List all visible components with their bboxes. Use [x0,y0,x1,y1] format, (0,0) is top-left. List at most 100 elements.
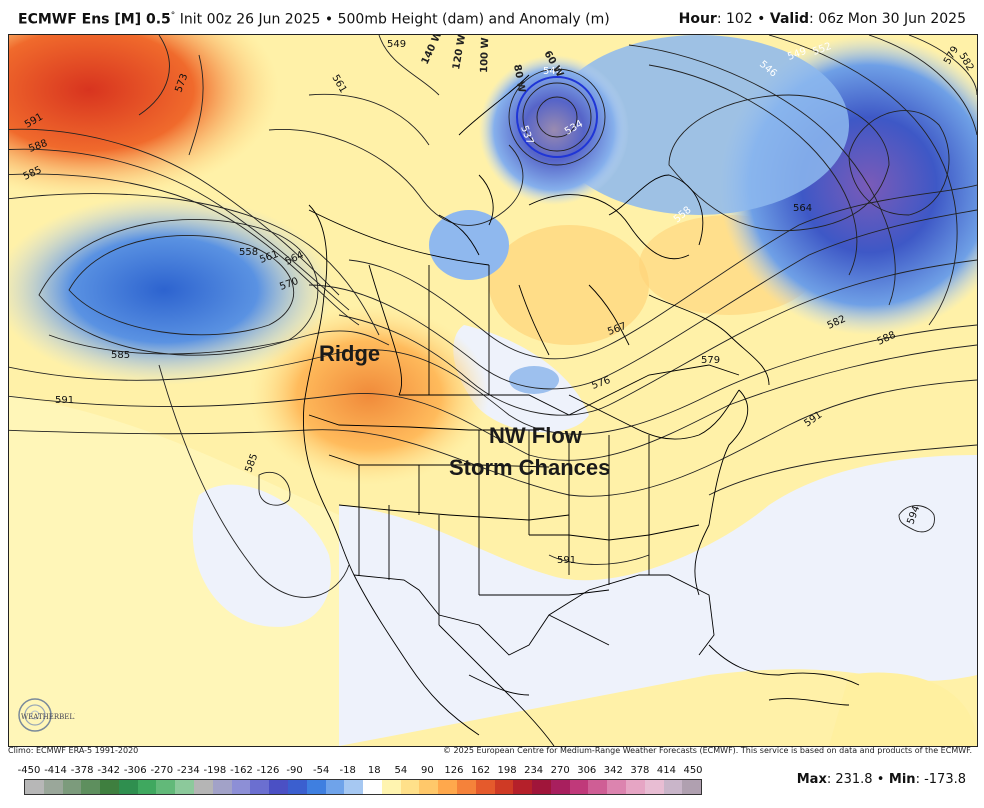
colorbar-swatch [456,780,476,794]
colorbar-swatch [306,780,326,794]
colorbar-labels: -450 -414 -378 -342 -306 -270 -234 -198 -162 -126… [17,765,707,777]
logo-text: WEATHERBELL [21,713,75,721]
colorbar [24,779,702,795]
colorbar-tick-label: 378 [630,765,650,776]
colorbar-tick-label: 270 [550,765,570,776]
hour-value: : 102 [716,11,753,27]
valid-label: Valid [769,11,810,27]
valid-value: : 06z Mon 30 Jun 2025 [809,11,966,27]
colorbar-swatch [419,780,439,794]
colorbar-tick-label: 90 [421,765,434,776]
colorbar-swatch [287,780,307,794]
colorbar-swatch [682,780,702,794]
colorbar-swatch [400,780,420,794]
max-label: Max [796,772,827,787]
map-svg: 549 540 534 537 546 549 552 582 579 573 … [9,35,977,746]
colorbar-tick-label: -54 [312,765,330,776]
colorbar-swatch [231,780,251,794]
model-name: ECMWF Ens [M] 0.5 [18,11,171,28]
map-panel: 549 540 534 537 546 549 552 582 579 573 … [8,34,978,747]
nw-flow-annotation: NW Flow [489,423,582,448]
max-min-readout: Max: 231.8 • Min: -173.8 [797,772,966,787]
colorbar-swatch [588,780,608,794]
colorbar-swatch [25,780,44,794]
colorbar-swatch [550,780,570,794]
contour-label: 558 [239,247,258,258]
colorbar-swatch [43,780,63,794]
colorbar-swatch [532,780,551,794]
header: ECMWF Ens [M] 0.5° Init 00z 26 Jun 2025 … [0,0,984,34]
colorbar-tick-label: -126 [256,765,280,776]
init-time: Init 00z 26 Jun 2025 [179,11,321,28]
colorbar-tick-label: 198 [497,765,517,776]
colorbar-swatch [475,780,495,794]
contour-label: 591 [55,395,74,406]
colorbar-tick-label: 306 [577,765,597,776]
title-separator: • [324,11,334,28]
colorbar-swatch [62,780,82,794]
weatherbell-logo: WEATHERBELL [13,695,75,732]
colorbar-swatch [494,780,514,794]
colorbar-swatch [381,780,401,794]
colorbar-tick-label: -378 [70,765,94,776]
valid-separator: • [757,11,766,27]
colorbar-swatch [269,780,288,794]
colorbar-swatch [513,780,533,794]
valid-time: Hour: 102 • Valid: 06z Mon 30 Jun 2025 [679,11,966,27]
colorbar-swatch [137,780,157,794]
max-value: : 231.8 [826,772,877,787]
colorbar-swatch [626,780,645,794]
colorbar-tick-label: 18 [367,765,381,776]
colorbar-tick-label: 342 [603,765,623,776]
contour-label: 585 [111,350,130,361]
copyright-note: © 2025 European Centre for Medium-Range … [443,746,972,755]
colorbar-tick-label: -234 [177,765,200,776]
hour-label: Hour [678,11,717,27]
colorbar-tick-label: -18 [339,765,356,776]
min-value: : -173.8 [915,772,966,787]
contour-label: 564 [793,203,812,214]
climo-note: Climo: ECMWF ERA-5 1991-2020 [8,746,139,755]
colorbar-swatch [325,780,345,794]
colorbar-tick-label: -306 [123,765,147,776]
colorbar-swatch [250,780,270,794]
ridge-annotation: Ridge [319,341,381,366]
contour-label: 591 [557,555,576,566]
colorbar-tick-label: -342 [97,765,121,776]
colorbar-tick-label: 54 [394,765,408,776]
map-title: ECMWF Ens [M] 0.5° Init 00z 26 Jun 2025 … [18,11,610,28]
colorbar-tick-label: -414 [44,765,67,776]
storm-chances-annotation: Storm Chances [449,455,611,480]
colorbar-tick-label: 450 [683,765,703,776]
colorbar-swatch [438,780,457,794]
colorbar-tick-label: 414 [656,765,676,776]
colorbar-swatch [194,780,213,794]
colorbar-swatch [569,780,589,794]
colorbar-swatch [344,780,364,794]
colorbar-tick-label: 162 [470,765,491,776]
longitude-label: 100 W [479,37,491,73]
colorbar-tick-label: -270 [150,765,174,776]
colorbar-tick-label: 126 [444,765,464,776]
colorbar-swatch [100,780,119,794]
contour-label: 579 [701,355,720,366]
min-label: Min [884,772,916,787]
degree-symbol: ° [170,11,176,21]
colorbar-tick-label: -198 [203,765,227,776]
max-min-separator: • [876,772,885,787]
colorbar-swatch [156,780,176,794]
colorbar-tick-label: -90 [286,765,303,776]
colorbar-swatch [118,780,138,794]
colorbar-swatch [363,780,382,794]
colorbar-swatch [81,780,101,794]
colorbar-swatch [175,780,195,794]
contour-label: 549 [387,39,406,50]
colorbar-tick-label: -450 [17,765,41,776]
colorbar-swatch [644,780,664,794]
product-name: 500mb Height (dam) and Anomaly (m) [337,11,610,28]
colorbar-tick-label: 234 [524,765,544,776]
contour-label: 540 [543,66,562,77]
colorbar-swatch [663,780,683,794]
colorbar-swatch [212,780,232,794]
colorbar-tick-label: -162 [230,765,253,776]
